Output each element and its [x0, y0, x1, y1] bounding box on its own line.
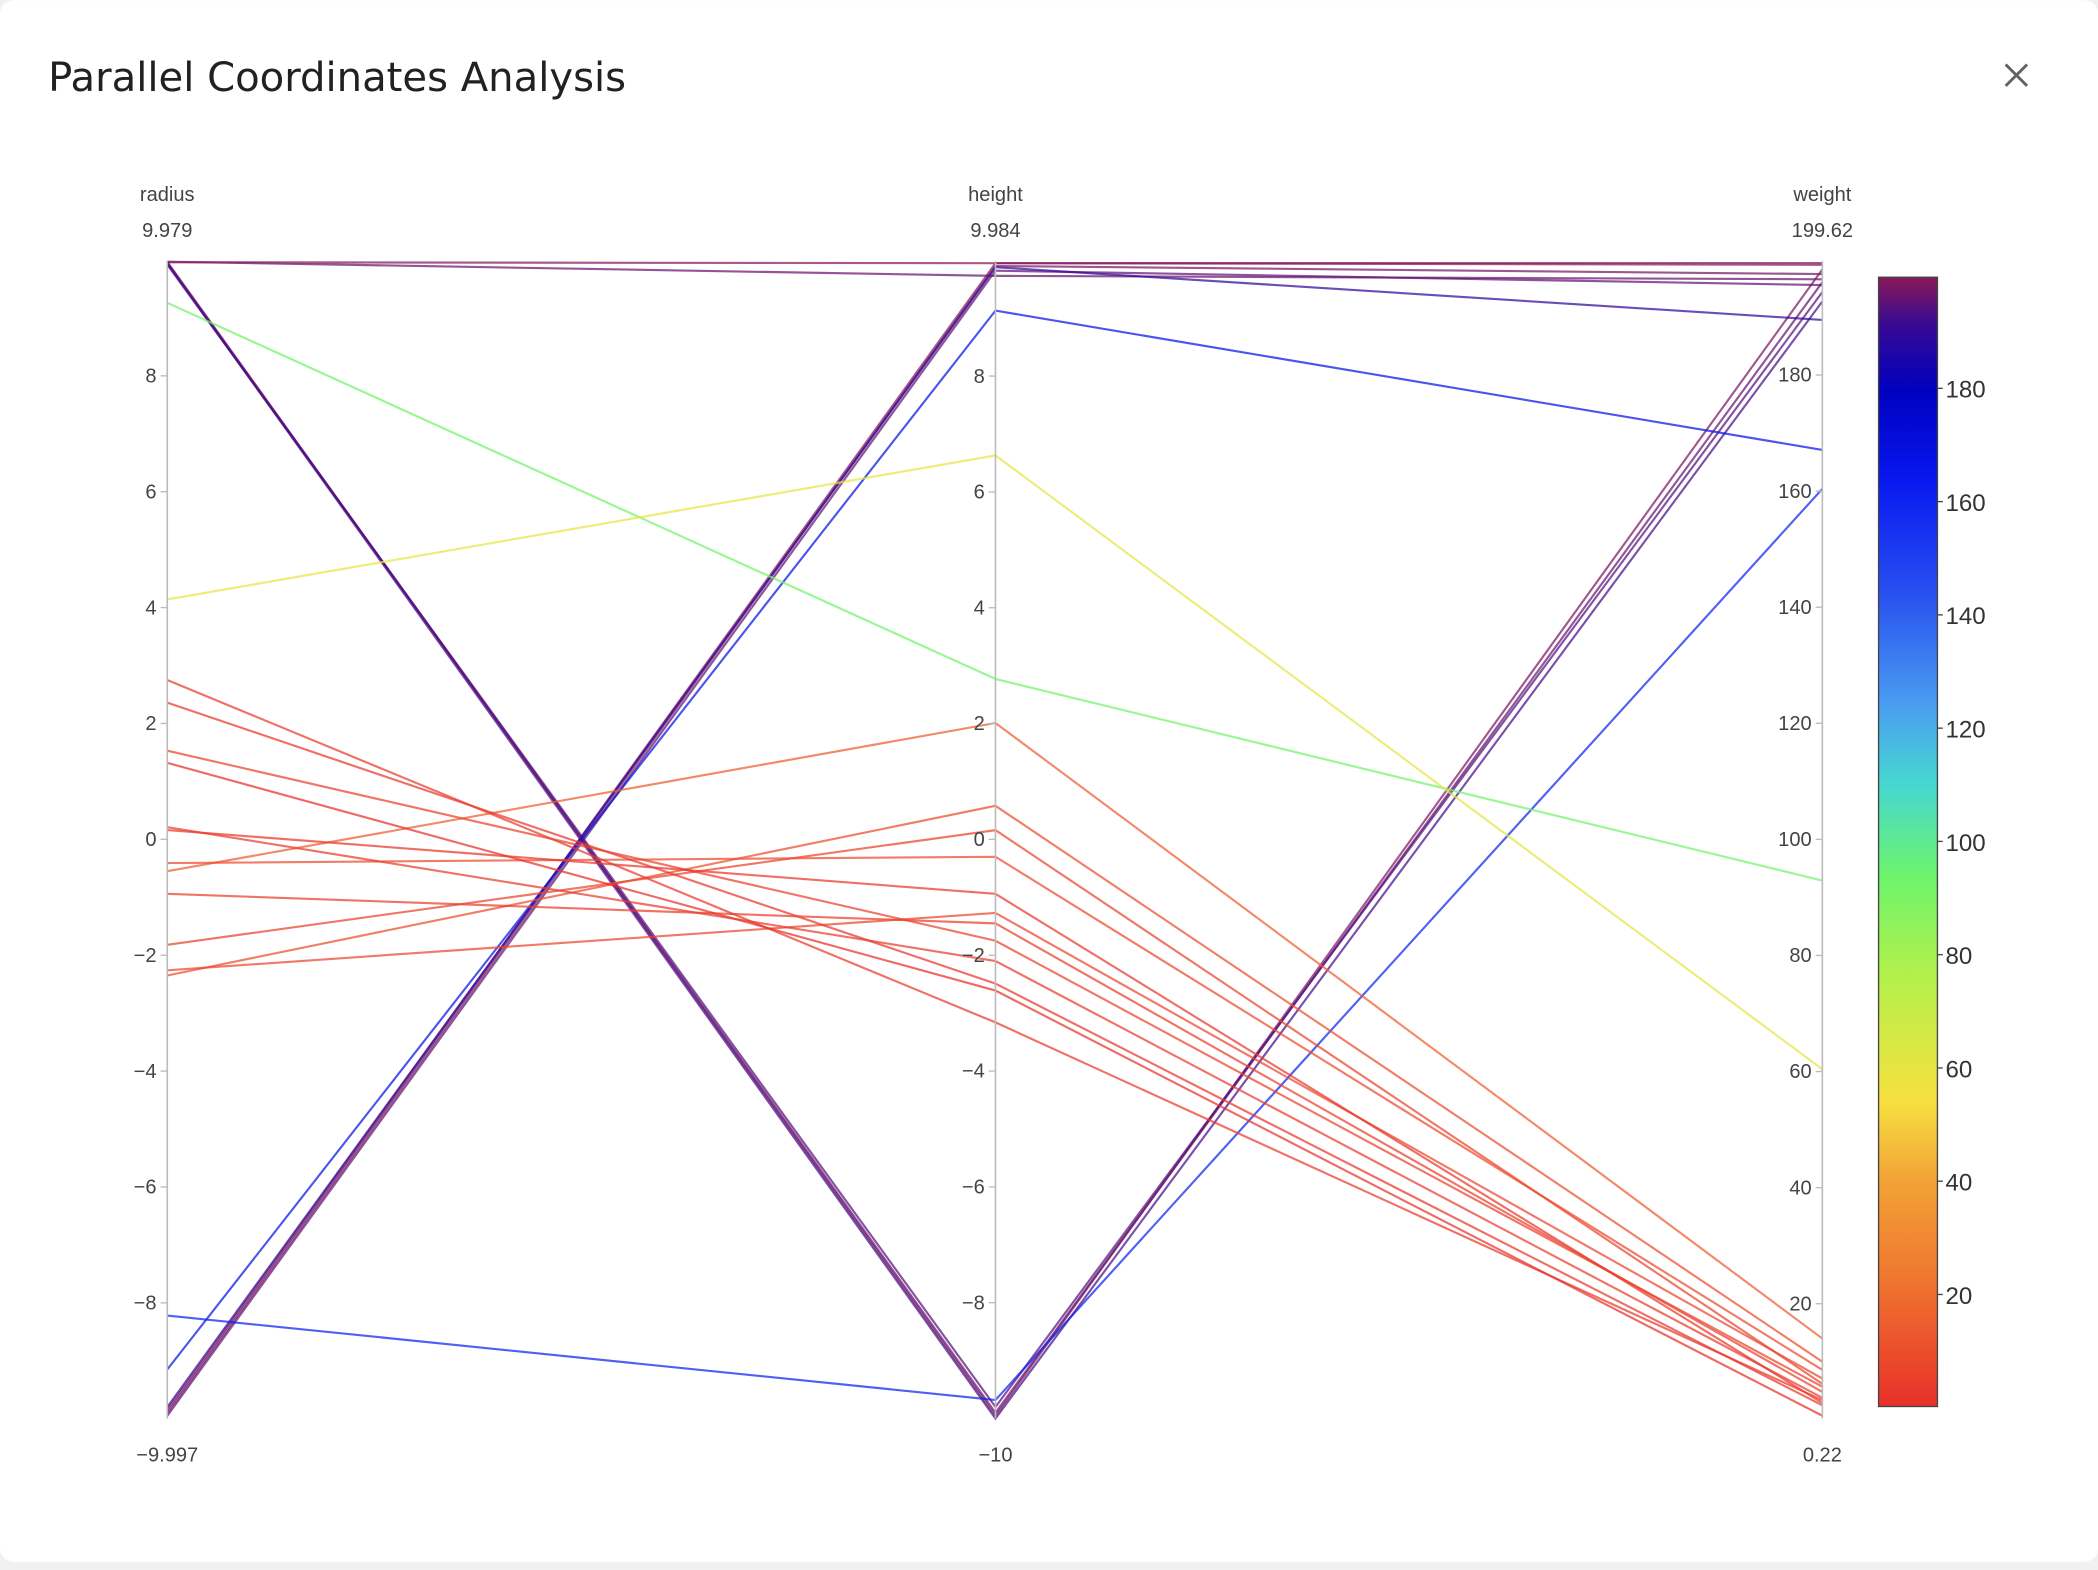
dialog-title: Parallel Coordinates Analysis [48, 55, 626, 101]
axis-min-label: 0.22 [1803, 1444, 1842, 1466]
axes: radius 9.979 −9.997 −8 −6 −4 −2 0 2 4 6 8 height 9.98… [134, 184, 1853, 1466]
colorbar-tick-label: 100 [1945, 830, 1985, 857]
axis-min-label: −9.997 [136, 1444, 198, 1466]
close-icon[interactable] [2004, 63, 2029, 87]
colorbar-tick-label: 80 [1945, 943, 1972, 970]
tick-label: 4 [974, 597, 985, 619]
tick-label: −6 [134, 1177, 157, 1199]
tick-label: 80 [1789, 945, 1811, 967]
axis-max-label: 199.62 [1792, 220, 1853, 242]
axis-title: height [968, 184, 1023, 206]
colorbar-tick-label: 140 [1945, 603, 1985, 630]
tick-label: −4 [962, 1061, 985, 1083]
tick-label: 120 [1778, 713, 1811, 735]
close-button[interactable] [2004, 63, 2029, 87]
tick-label: 2 [974, 713, 985, 735]
tick-label: 160 [1778, 481, 1811, 503]
tick-label: −4 [134, 1061, 157, 1083]
colorbar-tick-label: 180 [1945, 377, 1985, 404]
tick-label: −2 [962, 945, 985, 967]
tick-label: 140 [1778, 597, 1811, 619]
axis-min-label: −10 [978, 1444, 1012, 1466]
tick-label: 60 [1789, 1061, 1811, 1083]
colorbar-tick-label: 60 [1945, 1056, 1972, 1083]
colorbar-gradient [1877, 276, 1939, 1408]
axis-title: radius [140, 184, 195, 206]
tick-label: 8 [974, 366, 985, 388]
tick-label: 100 [1778, 829, 1811, 851]
tick-label: 2 [145, 713, 156, 735]
colorbar: 20 40 60 80 100 120 140 160 180 [1877, 276, 1986, 1408]
colorbar-tick-label: 40 [1945, 1170, 1972, 1197]
tick-label: 180 [1778, 365, 1811, 387]
tick-label: −8 [962, 1292, 985, 1314]
axis-max-label: 9.984 [970, 220, 1020, 242]
tick-label: −2 [134, 945, 157, 967]
colorbar-tick-label: 120 [1945, 717, 1985, 744]
tick-label: −6 [962, 1177, 985, 1199]
axis-title: weight [1792, 184, 1851, 206]
tick-label: 6 [145, 481, 156, 503]
tick-label: 8 [145, 366, 156, 388]
colorbar-tick-label: 160 [1945, 490, 1985, 517]
tick-label: −8 [134, 1293, 157, 1315]
tick-label: 6 [974, 482, 985, 504]
tick-label: 40 [1789, 1177, 1811, 1199]
tick-label: 0 [974, 829, 985, 851]
tick-label: 4 [145, 597, 156, 619]
tick-label: 20 [1789, 1293, 1811, 1315]
tick-label: 0 [145, 829, 156, 851]
axis-max-label: 9.979 [142, 220, 192, 242]
colorbar-tick-label: 20 [1945, 1283, 1972, 1310]
